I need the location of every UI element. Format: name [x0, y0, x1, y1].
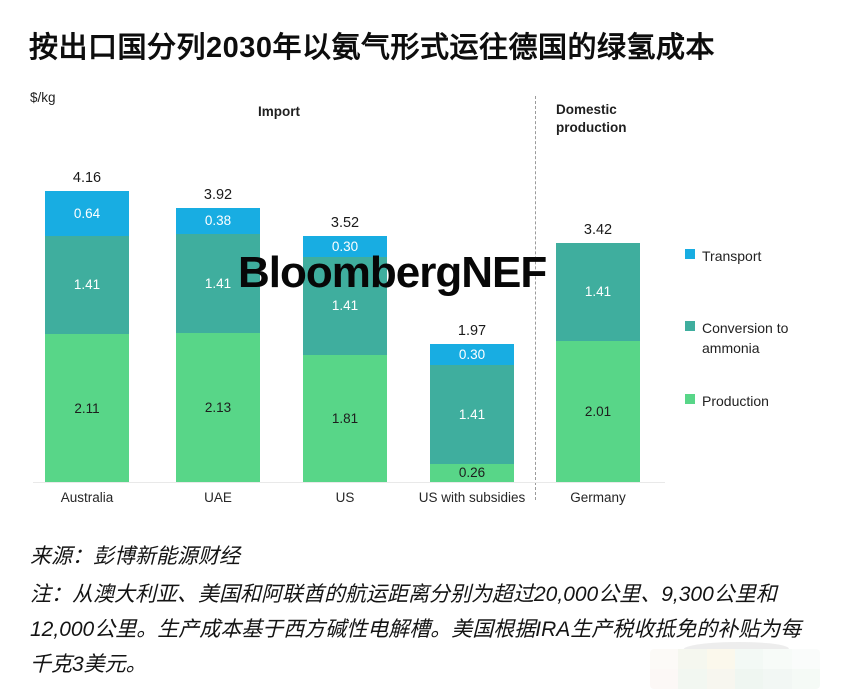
- production-swatch-icon: [685, 394, 695, 404]
- domestic-production-section-label: Domestic production: [556, 102, 627, 136]
- bar-segment-value: 0.26: [458, 465, 486, 481]
- x-axis-label: US with subsidies: [418, 490, 526, 505]
- legend-item-conversion: Conversion to ammonia: [685, 318, 814, 359]
- bar-segment-value: 2.11: [74, 400, 100, 416]
- legend-item-transport: Transport: [685, 246, 814, 266]
- bar-total-value: 3.42: [583, 221, 613, 238]
- bar-segment-value: 2.01: [584, 404, 612, 420]
- bar-segment: 2.13: [176, 332, 260, 482]
- bar-segment-value: 1.81: [331, 411, 359, 427]
- x-axis-label: UAE: [204, 490, 232, 505]
- bar-segment-value: 0.30: [458, 347, 486, 363]
- bar-segment-value: 1.41: [458, 406, 486, 422]
- bar-segment-value: 1.41: [584, 284, 612, 300]
- bar-segment: 2.01: [556, 341, 640, 482]
- bar-segment-value: 2.13: [204, 399, 232, 415]
- bar-segment: 0.30: [430, 344, 514, 366]
- legend-label-transport: Transport: [702, 248, 762, 264]
- bar-segment: 1.41: [303, 256, 387, 356]
- bar-segment: 2.11: [45, 334, 129, 482]
- import-domestic-divider-line: [535, 96, 536, 500]
- transport-swatch-icon: [685, 249, 695, 259]
- note-paragraph: 注：从澳大利亚、美国和阿联酋的航运距离分别为超过20,000公里、9,300公里…: [30, 583, 802, 676]
- source-line: 来源：彭博新能源财经: [30, 545, 240, 568]
- bar-segment: 1.41: [556, 242, 640, 342]
- legend: Transport Conversion to ammonia Producti…: [685, 0, 820, 515]
- conversion-swatch-icon: [685, 321, 695, 331]
- x-axis-label: Australia: [60, 490, 114, 505]
- bloombergnef-watermark: BloombergNEF: [238, 248, 547, 297]
- bar-segment: 0.26: [430, 463, 514, 482]
- bar-total-value: 4.16: [72, 169, 102, 186]
- y-axis-unit-label: $/kg: [30, 90, 56, 105]
- bar-segment: 1.41: [45, 235, 129, 335]
- bar-segment: 0.30: [303, 235, 387, 257]
- x-axis-label: Germany: [570, 490, 626, 505]
- bar-segment: 1.41: [176, 234, 260, 333]
- legend-label-conversion: Conversion to ammonia: [702, 320, 789, 357]
- bar-segment: 0.38: [176, 207, 260, 235]
- bar-total-value: 1.97: [457, 323, 487, 340]
- bar-total-value: 3.92: [203, 186, 233, 203]
- bar-segment-value: 1.41: [204, 276, 232, 292]
- bar-segment: 0.64: [45, 190, 129, 236]
- bar-segment: 1.41: [430, 365, 514, 464]
- page-title: 按出口国分列2030年以氨气形式运往德国的绿氢成本: [29, 32, 716, 64]
- bar-segment: 1.81: [303, 355, 387, 482]
- bar-segment-value: 1.41: [331, 298, 359, 314]
- stacked-bar-chart: $/kg Import Domestic production 2.11 1.41…: [30, 0, 820, 515]
- legend-item-production: Production: [685, 391, 814, 411]
- bar-segment-value: 1.41: [73, 277, 101, 293]
- legend-label-production: Production: [702, 393, 769, 409]
- x-axis-label: US: [335, 490, 355, 505]
- bar-segment-value: 0.30: [331, 238, 359, 254]
- bar-segment-value: 0.38: [204, 213, 232, 229]
- bar-total-value: 3.52: [330, 214, 360, 231]
- bar-segment-value: 0.64: [73, 205, 101, 221]
- import-section-label: Import: [258, 104, 300, 119]
- x-axis-baseline: [33, 482, 665, 483]
